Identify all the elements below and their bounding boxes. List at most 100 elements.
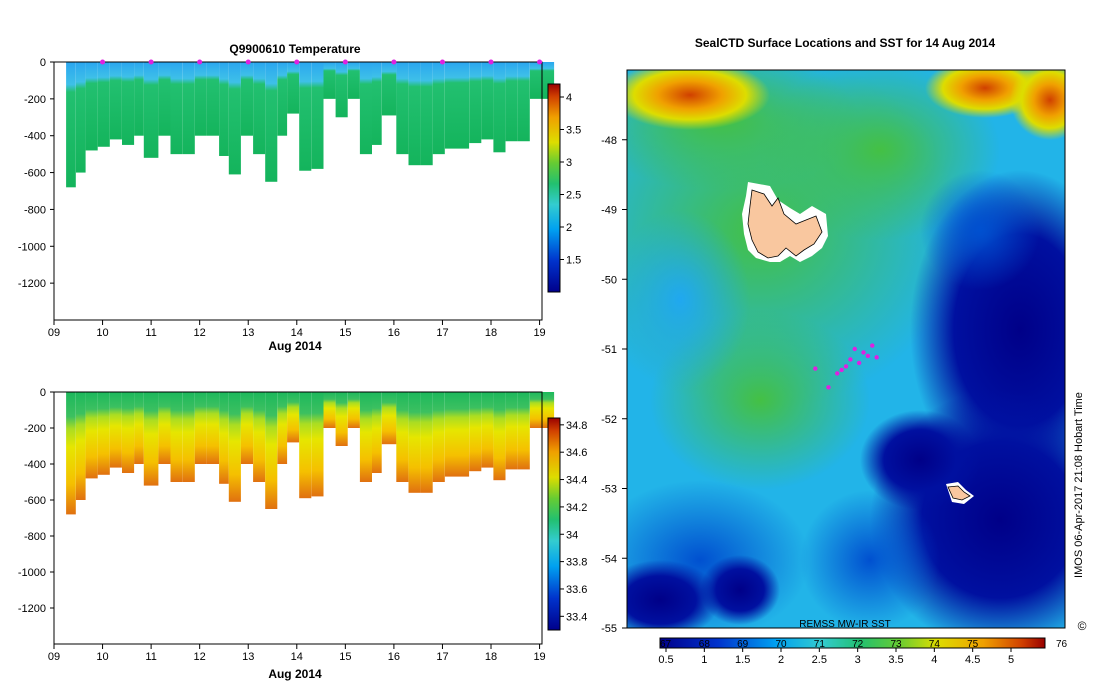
colorbar-tick-label: 34.4 [566, 475, 587, 487]
x-tick-label: 13 [242, 327, 254, 339]
salinity-profiles [66, 392, 555, 515]
profile-marker [294, 59, 300, 65]
x-tick-label: 13 [242, 651, 254, 663]
sst-map-panel: SealCTD Surface Locations and SST for 14… [601, 36, 1068, 666]
y-tick-label: -800 [24, 204, 46, 216]
salinity-profile [219, 392, 229, 484]
temperature-profile [444, 62, 457, 149]
sst-top-tick-label: 70 [775, 639, 787, 650]
x-tick-label: 19 [533, 651, 545, 663]
temperature-profile [420, 62, 433, 166]
profile-marker [342, 59, 348, 65]
temperature-profile [194, 62, 207, 136]
seal-location-point [865, 353, 871, 359]
y-tick-label: -400 [24, 131, 46, 143]
seal-location-point [843, 364, 849, 369]
salinity-y-axis: 0 -200 -400 -600 -800 -1000 -1200 [18, 387, 54, 615]
salinity-profile [228, 392, 241, 502]
temperature-profile [66, 62, 76, 188]
sst-top-tick-label: 75 [967, 639, 979, 650]
temperature-x-label: Aug 2014 [268, 339, 322, 353]
temperature-profile [228, 62, 241, 175]
salinity-profile [457, 392, 470, 477]
x-tick-label: 09 [48, 651, 60, 663]
x-tick-label: 18 [485, 327, 497, 339]
temperature-profiles [66, 62, 555, 188]
salinity-profile [505, 392, 518, 470]
colorbar-tick-label: 34.8 [566, 420, 587, 432]
temperature-y-axis: 0 -200 -400 -600 -800 -1000 -1200 [18, 57, 54, 290]
temperature-title: Q9900610 Temperature [229, 42, 361, 56]
salinity-profile [170, 392, 183, 482]
sst-bottom-tick-label: 1 [701, 654, 707, 666]
colorbar-tick-label: 33.4 [566, 611, 587, 623]
x-tick-label: 15 [339, 327, 351, 339]
sst-top-tick-label: 72 [852, 639, 864, 650]
salinity-profile [287, 392, 300, 443]
sst-bottom-tick-label: 3 [855, 654, 861, 666]
salinity-profile [194, 392, 207, 464]
salinity-colorbar-ticks: 33.4 33.6 33.8 34 34.2 34.4 34.6 34.8 [560, 420, 587, 623]
sst-source-label: REMSS MW-IR SST [799, 619, 890, 630]
temperature-profile [408, 62, 421, 166]
sst-bottom-tick-label: 5 [1008, 654, 1014, 666]
salinity-profile [529, 392, 542, 428]
salinity-profile [347, 392, 360, 428]
y-tick-label: -1200 [18, 278, 46, 290]
temperature-profile [381, 62, 397, 116]
temperature-panel: Q9900610 Temperature 0 -200 -400 -600 -800 -1… [18, 42, 581, 353]
seal-location-point [870, 343, 875, 348]
profile-marker [439, 59, 445, 65]
temperature-profile [372, 62, 382, 145]
colorbar-tick-label: 3.5 [566, 125, 581, 137]
salinity-profile [311, 392, 324, 497]
sst-field [627, 70, 1065, 628]
profile-marker [391, 59, 397, 65]
temperature-profile [432, 62, 445, 155]
profile-marker [100, 59, 106, 65]
temperature-profile [109, 62, 122, 140]
x-tick-label: 12 [194, 327, 206, 339]
salinity-profile [323, 392, 336, 428]
temperature-profile [97, 62, 110, 147]
salinity-profile [381, 392, 397, 445]
colorbar-tick-label: 33.6 [566, 584, 587, 596]
sst-map-y-axis: -48 -49 -50 -51 -52 -53 -54 -55 [601, 135, 627, 635]
profile-marker [148, 59, 154, 65]
x-tick-label: 16 [388, 327, 400, 339]
sst-top-tick-label: 73 [890, 639, 902, 650]
temperature-profile [287, 62, 300, 114]
sst-colorbar-top-right: 76 [1056, 639, 1068, 650]
seal-location-point [861, 350, 866, 355]
temperature-profile [170, 62, 183, 155]
x-tick-label: 10 [96, 327, 108, 339]
salinity-profile [481, 392, 494, 468]
seal-location-point [848, 357, 853, 362]
salinity-profile [182, 392, 195, 482]
salinity-profile [469, 392, 482, 472]
salinity-profile [277, 392, 288, 464]
temperature-profile [219, 62, 229, 156]
colorbar-tick-label: 2.5 [566, 190, 581, 202]
lat-tick-label: -51 [601, 344, 617, 356]
temperature-profile [311, 62, 324, 169]
sst-top-tick-label: 71 [814, 639, 826, 650]
temperature-profile [505, 62, 518, 142]
salinity-profile [517, 392, 530, 470]
temperature-profile [85, 62, 98, 151]
sst-bottom-tick-label: 4 [931, 654, 937, 666]
profile-marker [537, 59, 543, 65]
x-tick-label: 15 [339, 651, 351, 663]
seal-location-point [839, 367, 844, 373]
salinity-profile [408, 392, 421, 493]
salinity-profile [335, 392, 348, 446]
y-tick-label: -1000 [18, 241, 46, 253]
x-tick-label: 17 [436, 651, 448, 663]
temperature-profile [323, 62, 336, 99]
temperature-profile [299, 62, 312, 171]
temperature-profile [517, 62, 530, 142]
temperature-profile [143, 62, 159, 158]
temperature-profile [182, 62, 195, 155]
lat-tick-label: -49 [601, 205, 617, 217]
salinity-profile [372, 392, 382, 473]
